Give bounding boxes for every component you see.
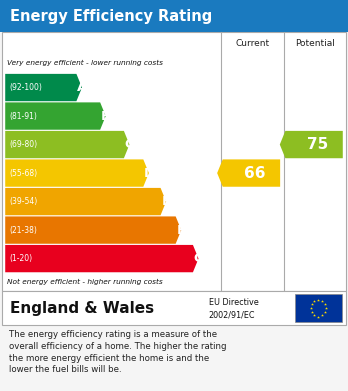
Text: (92-100): (92-100) bbox=[9, 83, 42, 92]
Polygon shape bbox=[5, 217, 181, 244]
Polygon shape bbox=[5, 74, 82, 101]
Text: G: G bbox=[193, 252, 205, 265]
Text: Very energy efficient - lower running costs: Very energy efficient - lower running co… bbox=[7, 60, 163, 66]
Text: EU Directive: EU Directive bbox=[209, 298, 259, 307]
Bar bbox=[2, 291, 346, 325]
Text: D: D bbox=[144, 167, 155, 179]
Text: (1-20): (1-20) bbox=[9, 254, 32, 263]
Text: F: F bbox=[176, 224, 185, 237]
Text: C: C bbox=[125, 138, 134, 151]
Polygon shape bbox=[5, 245, 198, 272]
Text: The energy efficiency rating is a measure of the
overall efficiency of a home. T: The energy efficiency rating is a measur… bbox=[9, 330, 226, 375]
Text: Current: Current bbox=[235, 39, 269, 48]
Text: (55-68): (55-68) bbox=[9, 169, 38, 178]
Text: B: B bbox=[101, 109, 111, 122]
Text: 66: 66 bbox=[244, 165, 266, 181]
Text: England & Wales: England & Wales bbox=[10, 301, 155, 316]
Polygon shape bbox=[5, 131, 129, 158]
Text: Energy Efficiency Rating: Energy Efficiency Rating bbox=[10, 9, 213, 23]
Bar bbox=[0, 325, 348, 391]
Text: 75: 75 bbox=[307, 137, 328, 152]
Text: Potential: Potential bbox=[295, 39, 335, 48]
Polygon shape bbox=[5, 188, 166, 215]
Text: E: E bbox=[161, 195, 171, 208]
Bar bbox=[295, 294, 342, 322]
Text: (21-38): (21-38) bbox=[9, 226, 37, 235]
Bar bbox=[2, 32, 346, 291]
Polygon shape bbox=[280, 131, 343, 158]
Text: 2002/91/EC: 2002/91/EC bbox=[209, 310, 255, 319]
Text: A: A bbox=[77, 81, 87, 94]
Polygon shape bbox=[217, 160, 280, 187]
Text: (81-91): (81-91) bbox=[9, 111, 37, 120]
Text: (39-54): (39-54) bbox=[9, 197, 38, 206]
Bar bbox=[0, 0, 348, 32]
Text: Not energy efficient - higher running costs: Not energy efficient - higher running co… bbox=[7, 278, 163, 285]
Polygon shape bbox=[5, 160, 149, 187]
Polygon shape bbox=[5, 102, 106, 130]
Text: (69-80): (69-80) bbox=[9, 140, 38, 149]
